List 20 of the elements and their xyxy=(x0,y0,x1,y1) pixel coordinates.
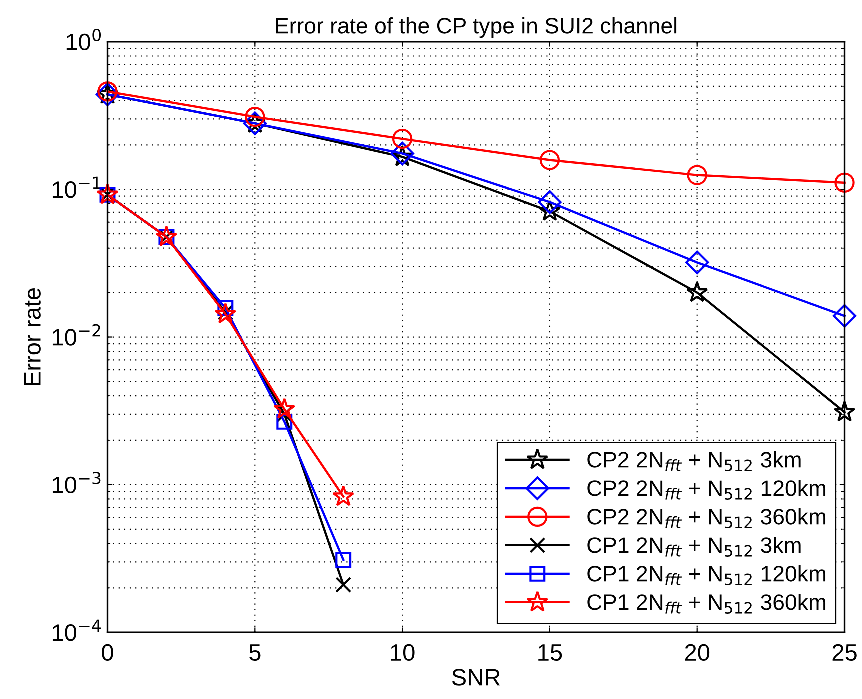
chart-title: Error rate of the CP type in SUI2 channel xyxy=(276,18,677,38)
x-tick-label: 15 xyxy=(538,644,562,662)
legend-label: CP1 2N$_{fft}$ + N$_{512}$ 3km xyxy=(588,537,801,557)
x-tick-label: 5 xyxy=(250,644,261,662)
x-tick-label: 25 xyxy=(832,644,857,662)
y-tick-label: 10$^{0}$ xyxy=(66,29,102,51)
legend-label: CP2 2N$_{fft}$ + N$_{512}$ 360km xyxy=(588,508,826,528)
legend-label: CP2 2N$_{fft}$ + N$_{512}$ 3km xyxy=(588,452,801,472)
y-tick-label: 10$^{−1}$ xyxy=(52,176,101,198)
y-axis-title: Error rate xyxy=(24,288,41,386)
legend-label: CP1 2N$_{fft}$ + N$_{512}$ 360km xyxy=(588,594,826,614)
x-tick-label: 20 xyxy=(685,644,710,662)
y-tick-label: 10$^{−2}$ xyxy=(52,324,100,346)
y-tick-label: 10$^{−4}$ xyxy=(52,620,102,642)
x-axis-title: SNR xyxy=(452,669,500,686)
y-tick-label: 10$^{−3}$ xyxy=(52,472,101,494)
legend-label: CP2 2N$_{fft}$ + N$_{512}$ 120km xyxy=(588,480,826,500)
legend-label: CP1 2N$_{fft}$ + N$_{512}$ 120km xyxy=(588,565,826,586)
x-tick-label: 10 xyxy=(391,644,415,662)
x-tick-label: 0 xyxy=(102,644,114,662)
